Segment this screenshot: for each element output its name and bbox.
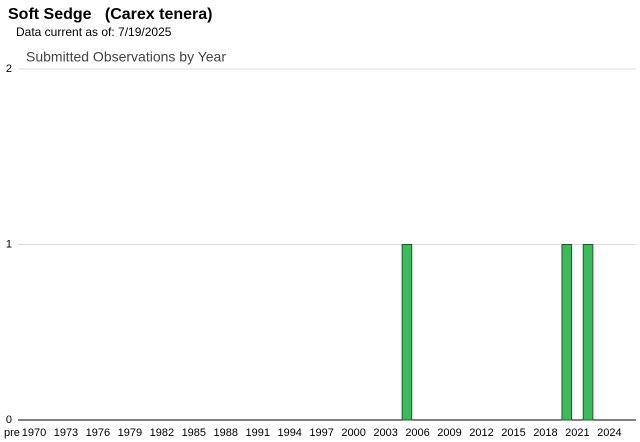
x-tick-label: 2018: [533, 427, 557, 439]
x-tick-label: pre: [4, 427, 20, 439]
x-tick-label: 1979: [118, 427, 142, 439]
page-subtitle: Data current as of: 7/19/2025: [16, 25, 172, 39]
x-tick-label: 1970: [22, 427, 46, 439]
page-title: Soft Sedge (Carex tenera): [8, 6, 213, 23]
x-tick-label: 2015: [501, 427, 525, 439]
x-tick-label: 2012: [469, 427, 493, 439]
x-tick-label: 1985: [182, 427, 206, 439]
x-tick-label: 1988: [214, 427, 238, 439]
y-tick-label: 2: [6, 63, 12, 75]
x-tick-label: 1976: [86, 427, 110, 439]
chart-title: Submitted Observations by Year: [26, 49, 226, 65]
y-tick-label: 0: [6, 414, 12, 426]
x-tick-label: 2021: [565, 427, 589, 439]
bar: [582, 244, 594, 421]
x-tick-label: 1994: [277, 427, 301, 439]
x-tick-label: 2000: [341, 427, 365, 439]
x-tick-label: 1973: [54, 427, 78, 439]
bar: [561, 244, 573, 421]
x-tick-label: 1997: [309, 427, 333, 439]
x-tick-label: 2003: [373, 427, 397, 439]
x-tick-label: 2006: [405, 427, 429, 439]
y-tick-label: 1: [6, 238, 12, 250]
x-tick-label: 1982: [150, 427, 174, 439]
x-tick-label: 2009: [437, 427, 461, 439]
x-tick-label: 1991: [245, 427, 269, 439]
bar: [401, 244, 413, 421]
x-tick-label: 2024: [597, 427, 621, 439]
